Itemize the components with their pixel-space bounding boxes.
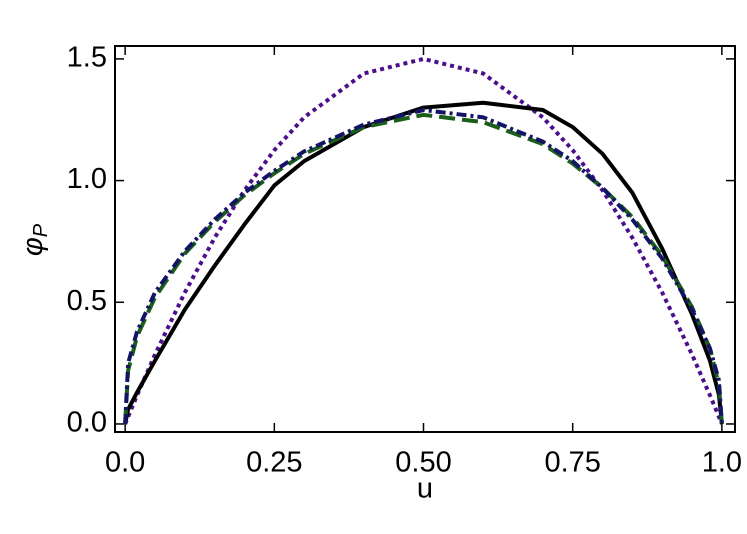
series-line	[123, 56, 724, 425]
x-tick-label: 0.75	[544, 447, 600, 479]
y-tick-label: 0.5	[67, 285, 107, 317]
plot-frame	[114, 45, 736, 433]
series-line	[123, 100, 724, 425]
x-tick-label: 1.0	[702, 447, 742, 479]
x-tick-label: 0.25	[246, 447, 302, 479]
y-tick-label: 1.0	[67, 163, 107, 195]
x-tick-label: 0.50	[395, 447, 451, 479]
y-tick-label: 1.5	[67, 42, 107, 74]
y-axis-label: φP	[17, 223, 53, 256]
series-line	[123, 108, 724, 425]
x-axis-label: u	[417, 473, 433, 505]
y-label-symbol: φ	[17, 237, 49, 256]
x-tick-label: 0.0	[105, 447, 145, 479]
series-line	[123, 112, 724, 425]
y-tick-label: 0.0	[67, 407, 107, 439]
y-label-subscript: P	[30, 223, 52, 237]
